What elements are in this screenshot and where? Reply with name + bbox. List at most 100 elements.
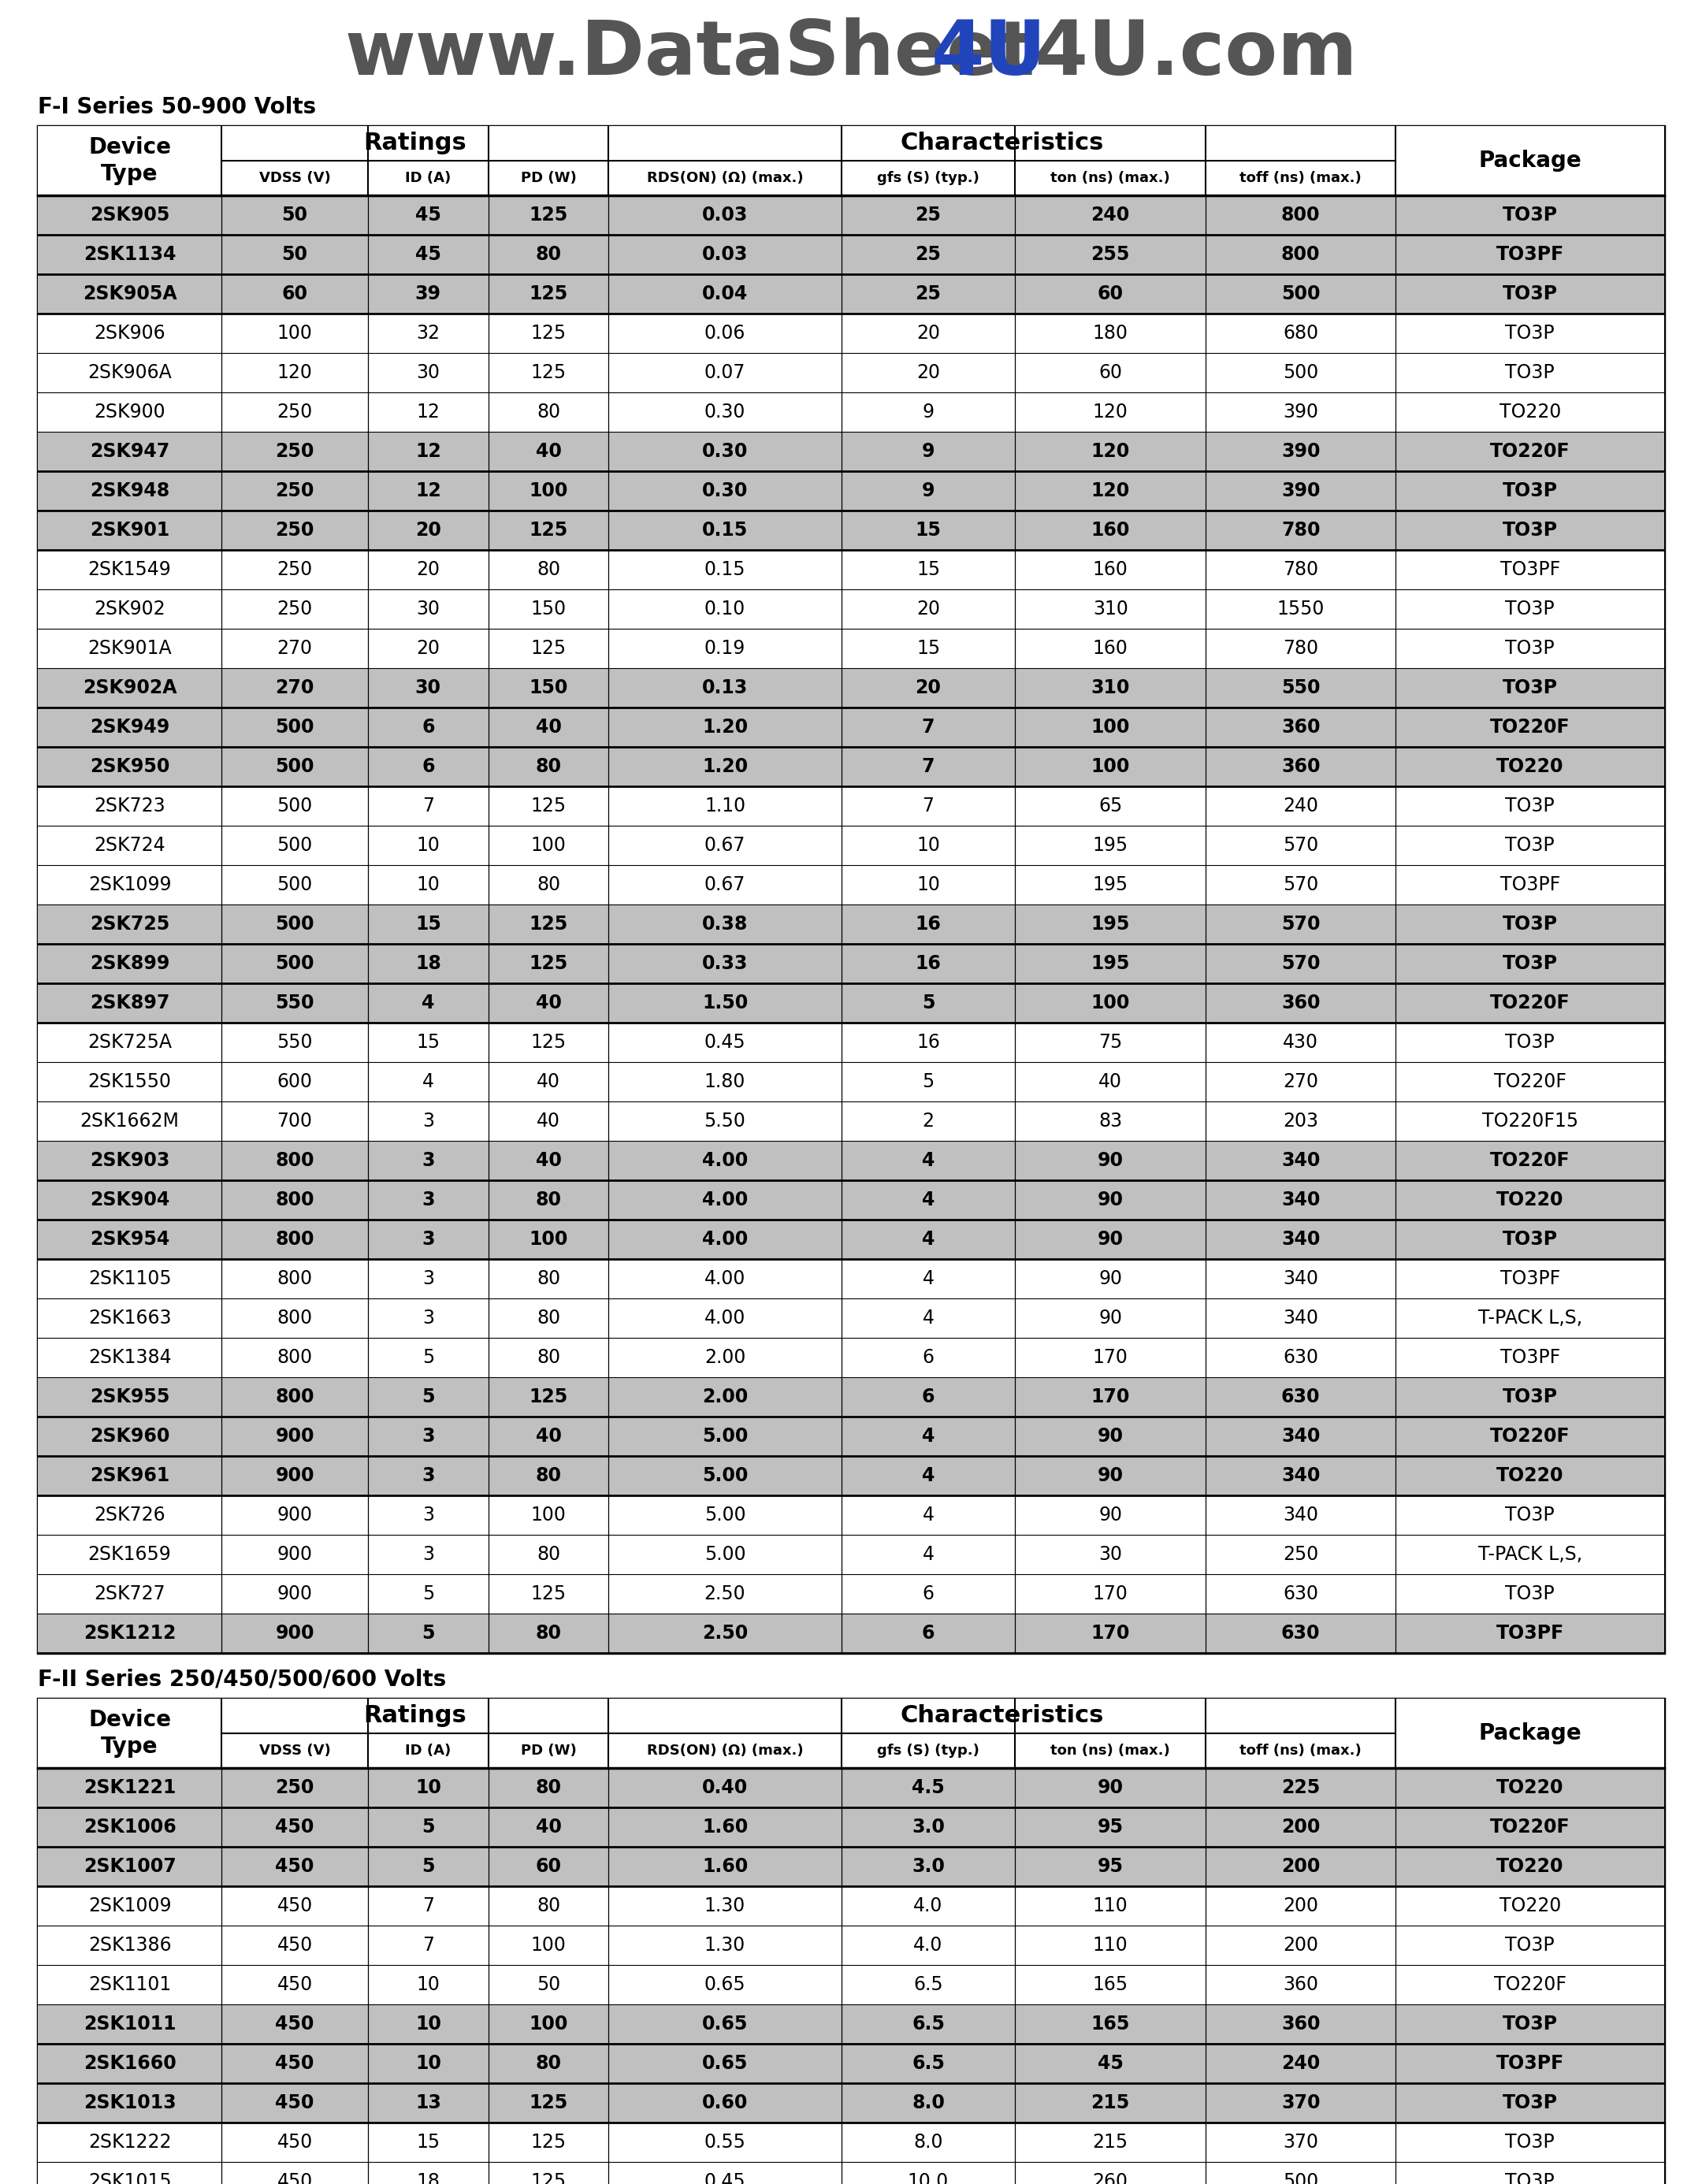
Text: 10: 10 [415,1778,441,1797]
Text: 100: 100 [529,480,568,500]
Text: TO220F: TO220F [1494,1974,1566,1994]
Text: 450: 450 [277,1974,313,1994]
Bar [37,2044,1665,2084]
Text: 2: 2 [922,1112,934,1131]
Text: 500: 500 [1283,2173,1319,2184]
Text: TO3PF: TO3PF [1496,1625,1564,1642]
Text: 260: 260 [1093,2173,1128,2184]
Text: 10: 10 [415,2014,441,2033]
Text: 0.65: 0.65 [701,2053,747,2073]
Text: 500: 500 [277,836,313,854]
Text: 0.06: 0.06 [705,323,745,343]
Text: 2SK1384: 2SK1384 [89,1348,172,1367]
Text: 2SK949: 2SK949 [90,719,170,736]
Text: 2SK1006: 2SK1006 [83,1817,175,1837]
Text: 20: 20 [916,363,940,382]
Text: 6: 6 [422,719,434,736]
Text: 16: 16 [916,954,941,974]
Text: 570: 570 [1283,836,1319,854]
Bar [37,943,1665,983]
Text: 4: 4 [922,1190,934,1210]
Text: 1.30: 1.30 [705,1896,745,1915]
Text: 630: 630 [1283,1348,1319,1367]
Text: F-I Series 50-900 Volts: F-I Series 50-900 Volts [37,96,317,118]
Text: 2.00: 2.00 [701,1387,747,1406]
Text: 2SK1662M: 2SK1662M [80,1112,179,1131]
Text: 800: 800 [277,1269,313,1289]
Bar [37,1219,1665,1258]
Bar [37,1496,1665,1535]
Text: 80: 80 [536,758,562,775]
Bar [37,1258,1665,1299]
Bar [37,2162,1665,2184]
Text: 240: 240 [1283,797,1319,815]
Text: 40: 40 [536,1426,562,1446]
Text: 390: 390 [1283,402,1319,422]
Text: 630: 630 [1283,1583,1319,1603]
Text: 900: 900 [277,1544,313,1564]
Text: 90: 90 [1098,1190,1123,1210]
Text: 4.5: 4.5 [912,1778,945,1797]
Text: 80: 80 [536,1348,560,1367]
Text: TO3P: TO3P [1505,836,1554,854]
Text: 2SK1011: 2SK1011 [83,2014,175,2033]
Text: 450: 450 [276,1856,315,1876]
Text: TO3P: TO3P [1505,2173,1554,2184]
Bar [37,904,1665,943]
Bar [37,2123,1665,2162]
Text: RDS(ON) (Ω) (max.): RDS(ON) (Ω) (max.) [647,1743,803,1758]
Text: TO3P: TO3P [1505,1935,1554,1955]
Text: 40: 40 [536,719,562,736]
Text: 0.38: 0.38 [701,915,747,933]
Text: 100: 100 [531,836,567,854]
Text: 120: 120 [1091,441,1130,461]
Text: 195: 195 [1093,836,1128,854]
Text: 80: 80 [536,1544,560,1564]
Text: ID (A): ID (A) [405,1743,451,1758]
Text: 2SK961: 2SK961 [90,1465,170,1485]
Text: 360: 360 [1283,1974,1319,1994]
Text: 4: 4 [922,1269,934,1289]
Text: 450: 450 [276,2094,315,2112]
Text: 5.00: 5.00 [705,1544,745,1564]
Text: 1550: 1550 [1276,601,1324,618]
Text: TO220F: TO220F [1489,441,1569,461]
Text: 4.00: 4.00 [701,1230,747,1249]
Text: TO3PF: TO3PF [1499,876,1561,893]
Text: 100: 100 [529,2014,568,2033]
Text: 125: 125 [531,640,567,657]
Text: 5: 5 [422,1625,434,1642]
Text: 95: 95 [1098,1856,1123,1876]
Text: 800: 800 [277,1308,313,1328]
Text: 270: 270 [277,640,313,657]
Bar [37,550,1665,590]
Text: 4: 4 [922,1230,934,1249]
Text: 65: 65 [1098,797,1122,815]
Text: 340: 340 [1282,1230,1321,1249]
Text: 0.07: 0.07 [705,363,745,382]
Text: 125: 125 [529,520,568,539]
Text: gfs (S) (typ.): gfs (S) (typ.) [877,1743,979,1758]
Bar [37,354,1665,393]
Text: 340: 340 [1283,1505,1319,1524]
Text: 30: 30 [415,679,441,697]
Bar [37,1061,1665,1101]
Text: TO220F: TO220F [1489,1426,1569,1446]
Text: 2SK902A: 2SK902A [83,679,177,697]
Text: 500: 500 [277,797,313,815]
Text: 170: 170 [1091,1625,1130,1642]
Text: 5: 5 [422,1387,434,1406]
Text: TO220: TO220 [1496,1465,1564,1485]
Bar [37,590,1665,629]
Text: 2SK725: 2SK725 [90,915,170,933]
Bar [37,629,1665,668]
Text: 95: 95 [1098,1817,1123,1837]
Text: 4.00: 4.00 [701,1151,747,1171]
Text: 570: 570 [1282,954,1321,974]
Text: 25: 25 [916,284,941,304]
Text: 40: 40 [536,994,562,1013]
Text: 630: 630 [1282,1625,1321,1642]
Text: TO220F: TO220F [1489,994,1569,1013]
Text: 10: 10 [417,876,439,893]
Text: 500: 500 [276,954,315,974]
